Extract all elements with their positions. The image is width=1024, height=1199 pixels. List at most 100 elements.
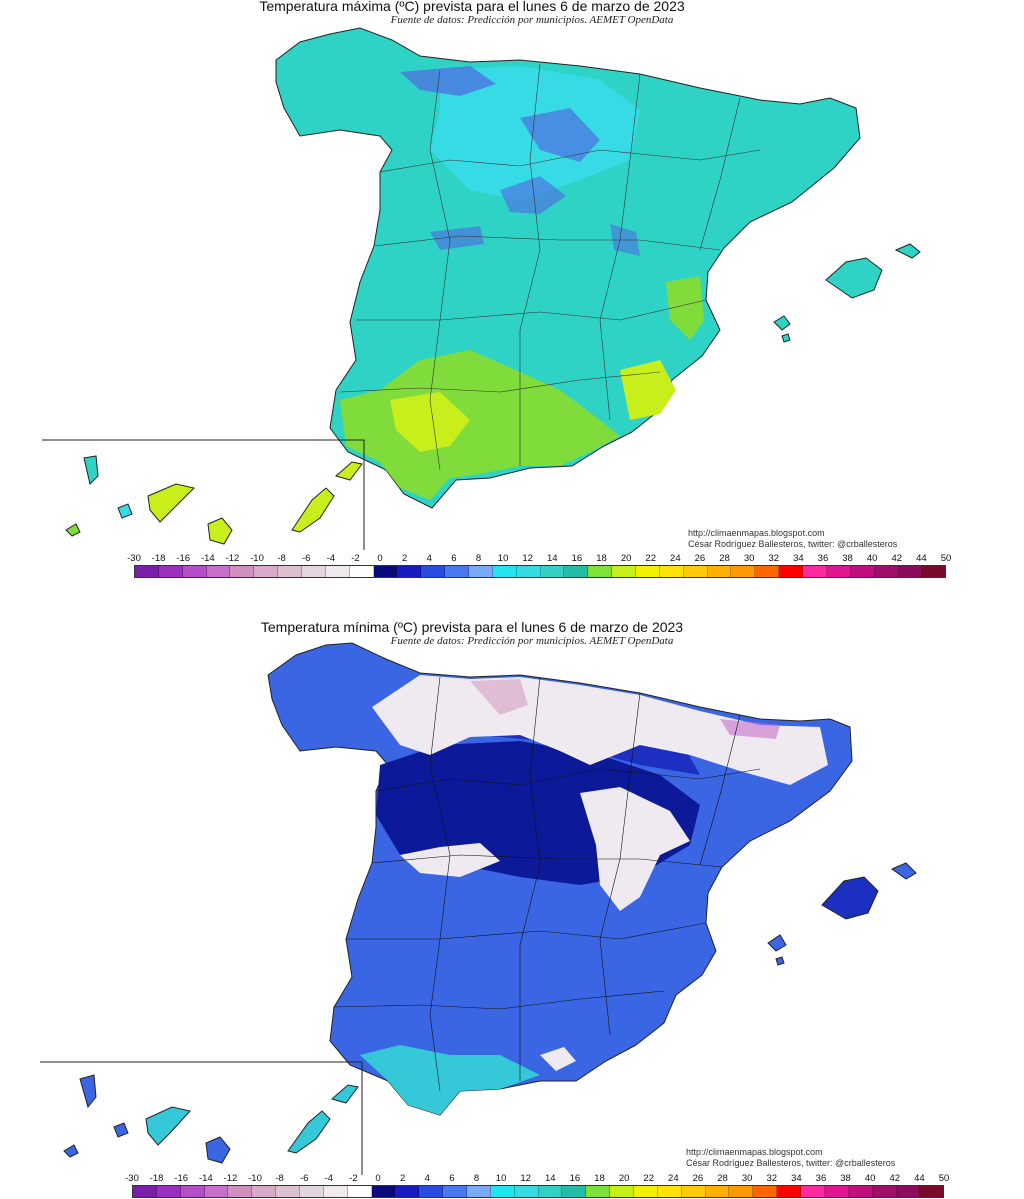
scale-swatch	[848, 1186, 873, 1197]
la-palma-max	[83, 455, 99, 485]
scale-tick-label: -2	[349, 1173, 358, 1184]
scale-swatch	[824, 1186, 849, 1197]
scale-swatch	[896, 1186, 921, 1197]
scale-swatch	[397, 566, 422, 577]
scale-swatch	[588, 566, 613, 577]
scale-tick-label: 20	[620, 553, 632, 564]
scale-tick-label: 36	[817, 553, 829, 564]
scale-tick-label: 40	[864, 1173, 876, 1184]
scale-swatch	[562, 1186, 587, 1197]
min-province-borders	[333, 676, 761, 1092]
scale-tick-label: -30	[125, 1173, 139, 1184]
scale-tick-label: 38	[840, 1173, 851, 1184]
scale-swatch	[731, 566, 756, 577]
scale-tick-label: 28	[719, 553, 730, 564]
scale-swatch	[302, 566, 326, 577]
scale-swatch	[514, 1186, 539, 1197]
scale-tick-label: -30	[127, 553, 141, 564]
scale-swatch	[874, 566, 899, 577]
scale-swatch	[228, 1186, 253, 1197]
lanzarote-min	[330, 1084, 359, 1104]
scale-tick-label: 44	[914, 1173, 925, 1184]
min-frost-south	[540, 1047, 576, 1071]
scale-swatch	[445, 566, 470, 577]
scale-tick-label: 30	[741, 1173, 753, 1184]
max-cold-patch-2	[520, 108, 600, 162]
max-color-scale-labels: -30 -18 -16 -14 -12 -10 -8 -6 -4 -2 0 2 4 6 8 10 12 14 16 1…	[127, 553, 951, 565]
min-map-subtitle: Fuente de datos: Predicción por municipi…	[390, 635, 674, 647]
max-cold-patch-4	[430, 226, 484, 250]
scale-tick-label: 0	[377, 553, 383, 564]
scale-swatch	[538, 1186, 563, 1197]
scale-swatch	[516, 566, 541, 577]
scale-swatch	[826, 566, 851, 577]
scale-tick-label: 6	[451, 553, 457, 564]
scale-swatch	[467, 1186, 491, 1197]
scale-tick-label: 28	[717, 1173, 728, 1184]
mallorca-max	[825, 257, 883, 299]
scale-swatch	[325, 566, 350, 577]
scale-tick-label: 40	[866, 553, 878, 564]
scale-tick-label: 6	[449, 1173, 455, 1184]
max-cold-patch-1	[400, 66, 496, 96]
menorca-min	[890, 862, 917, 880]
scale-swatch	[180, 1186, 205, 1197]
scale-tick-label: 10	[495, 1173, 507, 1184]
scale-swatch	[230, 566, 255, 577]
scale-tick-label: 32	[768, 553, 780, 564]
scale-swatch	[705, 1186, 730, 1197]
scale-tick-label: 18	[594, 1173, 605, 1184]
scale-swatch	[419, 1186, 444, 1197]
max-cold-patch-3	[500, 176, 566, 214]
scale-swatch	[612, 566, 637, 577]
scale-tick-label: 18	[596, 553, 607, 564]
max-hot-murcia	[620, 360, 676, 420]
scale-tick-label: 4	[426, 553, 432, 564]
min-color-scale-bar	[132, 1185, 944, 1198]
scale-swatch	[850, 566, 875, 577]
scale-swatch	[586, 1186, 611, 1197]
scale-tick-label: -8	[275, 1173, 284, 1184]
scale-tick-label: 34	[791, 1173, 802, 1184]
scale-tick-label: 24	[668, 1173, 679, 1184]
formentera-min	[775, 956, 785, 966]
scale-swatch	[156, 1186, 181, 1197]
menorca-max	[894, 243, 921, 259]
scale-swatch	[371, 1186, 396, 1197]
scale-tick-label: 42	[889, 1173, 901, 1184]
scale-swatch	[564, 566, 589, 577]
max-map-subtitle: Fuente de datos: Predicción por municipi…	[390, 14, 674, 26]
min-frost-central	[400, 843, 500, 877]
el-hierro-max	[65, 523, 81, 537]
scale-tick-label: -16	[176, 553, 191, 564]
scale-swatch	[443, 1186, 468, 1197]
scale-swatch	[254, 566, 279, 577]
scale-swatch	[300, 1186, 324, 1197]
max-hot-south	[390, 392, 470, 452]
scale-swatch	[135, 566, 159, 577]
scale-tick-label: -18	[151, 553, 166, 564]
scale-tick-label: 24	[670, 553, 681, 564]
scale-swatch	[540, 566, 565, 577]
canary-inset-frame-max	[42, 439, 365, 550]
min-temperature-panel: Temperatura mínima (ºC) prevista para el…	[0, 615, 1024, 1199]
scale-tick-label: -4	[326, 553, 336, 564]
min-frost-pink	[470, 679, 528, 715]
scale-swatch	[779, 566, 804, 577]
scale-tick-label: 12	[520, 1173, 531, 1184]
max-credit-url: http://climaenmapas.blogspot.com	[688, 528, 825, 538]
min-map-title: Temperatura mínima (ºC) prevista para el…	[260, 619, 684, 635]
scale-swatch	[276, 1186, 301, 1197]
scale-swatch	[777, 1186, 802, 1197]
scale-swatch	[707, 566, 732, 577]
scale-swatch	[920, 1186, 944, 1197]
scale-tick-label: 36	[815, 1173, 827, 1184]
scale-tick-label: -14	[198, 1173, 213, 1184]
scale-tick-label: -6	[302, 553, 311, 564]
scale-tick-label: 22	[643, 1173, 655, 1184]
scale-tick-label: 0	[375, 1173, 381, 1184]
scale-tick-label: -10	[248, 1173, 262, 1184]
fuerteventura-min	[287, 1110, 331, 1154]
scale-tick-label: 34	[793, 553, 804, 564]
scale-swatch	[373, 566, 398, 577]
